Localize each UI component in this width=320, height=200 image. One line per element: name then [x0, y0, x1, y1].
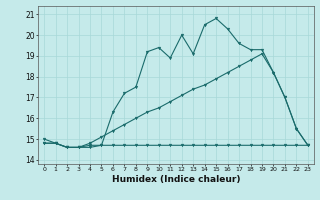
X-axis label: Humidex (Indice chaleur): Humidex (Indice chaleur): [112, 175, 240, 184]
